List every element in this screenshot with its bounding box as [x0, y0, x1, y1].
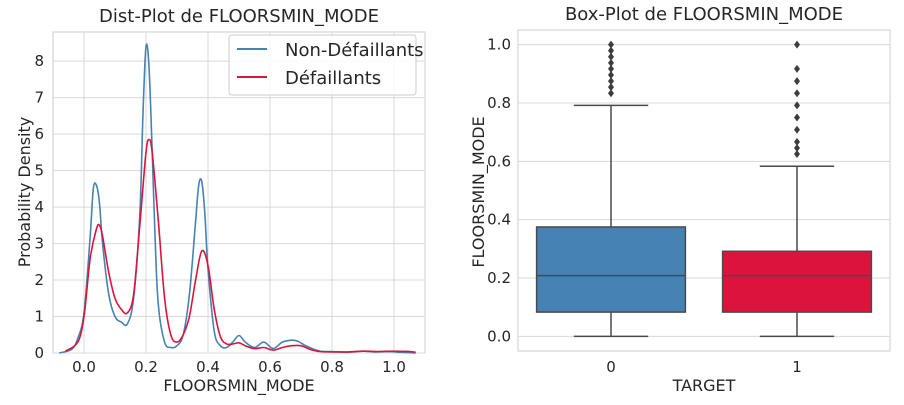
dist-x-tick-label: 0.8 — [320, 358, 344, 376]
box-y-tick-labels: 0.0 0.2 0.4 0.6 0.8 1.0 — [487, 36, 511, 346]
outlier-point — [608, 40, 614, 49]
dist-x-tick-label: 0.2 — [134, 358, 158, 376]
box-iqr — [535, 226, 687, 313]
legend-box — [228, 34, 417, 96]
outlier-point — [794, 125, 800, 134]
dist-y-tick-label: 3 — [34, 235, 44, 253]
outlier-point — [794, 150, 800, 159]
outlier-point — [794, 137, 800, 146]
outlier-point — [608, 58, 614, 67]
outlier-point — [608, 83, 614, 92]
outlier-point — [794, 64, 800, 73]
outlier-point — [608, 70, 614, 79]
dist-x-axis-label: FLOORSMIN_MODE — [163, 376, 314, 396]
box-x-tick-label: 1 — [792, 358, 802, 376]
legend: Non-Défaillants Défaillants — [228, 34, 424, 96]
box-x-tick-label: 0 — [606, 358, 616, 376]
box-y-axis-label: FLOORSMIN_MODE — [469, 116, 489, 267]
box-y-tick-label: 0.0 — [487, 327, 511, 345]
box-y-tick-label: 0.8 — [487, 94, 511, 112]
box-title: Box-Plot de FLOORSMIN_MODE — [565, 4, 843, 25]
box-group-0 — [535, 40, 687, 338]
dist-y-tick-label: 1 — [34, 308, 44, 326]
box-y-tick-label: 0.4 — [487, 211, 511, 229]
box-y-tick-label: 0.6 — [487, 152, 511, 170]
dist-y-tick-label: 8 — [34, 52, 44, 70]
outlier-point — [608, 46, 614, 55]
dist-x-tick-label: 0.6 — [258, 358, 282, 376]
series-line-defaillants — [64, 138, 416, 354]
outlier-point — [794, 40, 800, 49]
box-y-tick-label: 1.0 — [487, 36, 511, 54]
dist-y-tick-label: 4 — [34, 198, 44, 216]
outlier-point — [794, 101, 800, 110]
box-y-tick-label: 0.2 — [487, 269, 511, 287]
box-marks — [535, 40, 873, 338]
dist-x-tick-label: 1.0 — [382, 358, 406, 376]
box-x-axis-label: TARGET — [672, 376, 736, 395]
dist-plot: 0 1 2 3 4 5 6 7 8 0.0 0.2 0.4 0.6 0.8 1.0 Dist-Plot d… — [15, 6, 426, 396]
outlier-point — [794, 113, 800, 122]
dist-y-tick-label: 0 — [34, 344, 44, 362]
dist-x-tick-label: 0.4 — [196, 358, 220, 376]
dist-x-tick-label: 0.0 — [72, 358, 96, 376]
outlier-point — [608, 64, 614, 73]
outlier-point — [794, 89, 800, 98]
legend-label-defaillants: Défaillants — [285, 68, 381, 89]
dist-lines — [58, 43, 416, 354]
dist-y-tick-label: 6 — [34, 125, 44, 143]
dist-x-tick-labels: 0.0 0.2 0.4 0.6 0.8 1.0 — [72, 358, 406, 376]
dist-title: Dist-Plot de FLOORSMIN_MODE — [99, 6, 379, 27]
series-line-non-defaillants — [58, 43, 416, 354]
box-group-1 — [721, 40, 873, 338]
dist-y-tick-labels: 0 1 2 3 4 5 6 7 8 — [34, 52, 44, 362]
dist-y-tick-label: 5 — [34, 162, 44, 180]
outlier-point — [794, 77, 800, 86]
dist-y-tick-label: 7 — [34, 89, 44, 107]
legend-label-non-defaillants: Non-Défaillants — [285, 40, 424, 61]
outlier-point — [794, 143, 800, 152]
outlier-point — [608, 52, 614, 61]
outlier-point — [608, 89, 614, 98]
outlier-point — [608, 77, 614, 86]
box-iqr — [721, 250, 873, 313]
dist-y-tick-label: 2 — [34, 271, 44, 289]
dist-y-axis-label: Probability Density — [15, 117, 34, 268]
